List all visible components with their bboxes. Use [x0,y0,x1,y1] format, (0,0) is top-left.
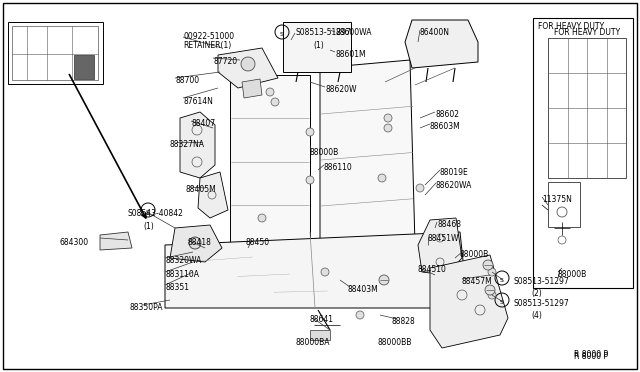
Polygon shape [405,20,478,68]
Text: 88327NA: 88327NA [170,140,205,149]
Circle shape [306,176,314,184]
Text: S08513-51297: S08513-51297 [295,28,351,37]
Polygon shape [418,218,462,275]
Polygon shape [242,79,262,98]
Text: 87614N: 87614N [183,97,213,106]
Text: 88019E: 88019E [440,168,468,177]
Bar [548,38,626,178]
Bar [533,18,633,288]
Text: S08513-51297: S08513-51297 [513,299,569,308]
Text: 886110: 886110 [324,163,353,172]
Text: S: S [500,301,504,305]
Text: 883110A: 883110A [165,270,199,279]
Bar [74,55,94,79]
Circle shape [241,57,255,71]
Polygon shape [230,75,310,248]
Bar [548,182,580,227]
Text: 884510: 884510 [418,265,447,274]
Text: (2): (2) [531,289,541,298]
Circle shape [356,311,364,319]
Text: 88000BB: 88000BB [378,338,412,347]
Circle shape [488,291,496,299]
Text: 88468: 88468 [437,220,461,229]
Text: FOR HEAVY DUTY: FOR HEAVY DUTY [554,28,620,37]
Text: 11375N: 11375N [542,195,572,204]
Text: 88620WA: 88620WA [436,181,472,190]
Text: 88602: 88602 [435,110,459,119]
Text: S08543-40842: S08543-40842 [128,209,184,218]
Circle shape [266,88,274,96]
Text: RETAINER(1): RETAINER(1) [183,41,231,50]
Circle shape [271,98,279,106]
Circle shape [488,268,496,276]
Polygon shape [320,60,415,252]
Text: 88700: 88700 [175,76,199,85]
Text: (1): (1) [313,41,324,50]
Text: 88603M: 88603M [430,122,461,131]
Text: 88407: 88407 [191,119,215,128]
Bar [8,22,103,84]
Text: (1): (1) [143,222,154,231]
Polygon shape [165,232,468,308]
Circle shape [384,124,392,132]
Text: 88601M: 88601M [335,50,365,59]
Text: 684300: 684300 [60,238,89,247]
Circle shape [378,174,386,182]
Bar [310,330,330,340]
Circle shape [379,275,389,285]
Text: FOR HEAVY DUTY: FOR HEAVY DUTY [538,22,604,31]
Circle shape [483,260,493,270]
Text: 88350PA: 88350PA [130,303,163,312]
Polygon shape [170,225,222,262]
Text: S08513-51297: S08513-51297 [513,277,569,286]
Text: 88641: 88641 [310,315,334,324]
Text: 00922-51000: 00922-51000 [183,32,234,41]
Text: (4): (4) [531,311,542,320]
Text: R 8000 P: R 8000 P [574,350,608,359]
Text: 88403M: 88403M [347,285,378,294]
Circle shape [258,214,266,222]
Text: S: S [146,211,150,215]
Text: S: S [280,32,284,38]
Polygon shape [198,172,228,218]
Text: 88000BA: 88000BA [295,338,330,347]
Circle shape [306,128,314,136]
Text: 88320WA: 88320WA [165,256,202,265]
Text: S: S [500,279,504,283]
Circle shape [416,184,424,192]
Text: 88000B: 88000B [310,148,339,157]
Text: 88620W: 88620W [325,85,356,94]
Circle shape [384,114,392,122]
Circle shape [321,268,329,276]
Text: 88450: 88450 [245,238,269,247]
Bar [283,22,351,72]
Polygon shape [100,232,132,250]
Text: 88000B: 88000B [459,250,488,259]
Bar [12,26,98,80]
Text: 88351: 88351 [165,283,189,292]
Polygon shape [430,255,508,348]
Circle shape [189,237,201,249]
Text: 87720: 87720 [214,57,238,66]
Text: 88000B: 88000B [558,270,588,279]
Text: 86400N: 86400N [420,28,450,37]
Text: 88418: 88418 [188,238,212,247]
Polygon shape [180,112,215,178]
Circle shape [485,285,495,295]
Polygon shape [218,48,278,88]
Text: 88405M: 88405M [185,185,216,194]
Text: 88451W: 88451W [427,234,458,243]
Text: 88600WA: 88600WA [335,28,371,37]
Text: 88457M: 88457M [462,277,493,286]
Text: 88828: 88828 [392,317,416,326]
Text: R 8000 P: R 8000 P [574,352,608,361]
